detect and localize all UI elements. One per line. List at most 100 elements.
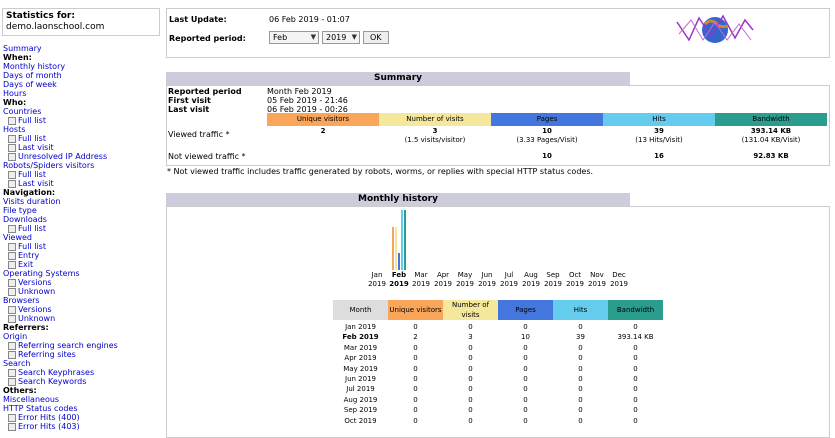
sidebar-item-label: Days of month (3, 71, 62, 80)
chart-bar (392, 227, 394, 270)
chevron-down-icon: ▼ (310, 33, 316, 41)
summary-title: Summary (166, 72, 630, 85)
not-viewed-value: 10 (542, 152, 552, 160)
sidebar-subitem-unknown[interactable]: Unknown (3, 314, 160, 323)
sidebar-subitem-last-visit[interactable]: Last visit (3, 143, 160, 152)
monthly-table-cell: Oct 2019 (344, 416, 377, 425)
monthly-table-cell: 0 (578, 323, 583, 331)
expand-box-icon (8, 242, 16, 251)
monthly-table-cell: 0 (633, 385, 638, 394)
sidebar-item-http-status-codes[interactable]: HTTP Status codes (3, 404, 160, 413)
sidebar-item-label: Full list (18, 170, 46, 179)
ok-button[interactable]: OK (363, 31, 389, 44)
sidebar-subitem-unresolved-ip-address[interactable]: Unresolved IP Address (3, 152, 160, 161)
sidebar-subitem-full-list[interactable]: Full list (3, 170, 160, 179)
sidebar-item-hosts[interactable]: Hosts (3, 125, 160, 134)
year-select[interactable]: 2019 ▼ (322, 31, 360, 44)
sidebar-item-browsers[interactable]: Browsers (3, 296, 160, 305)
monthly-table-cell: 0 (578, 375, 583, 383)
sidebar-subitem-versions[interactable]: Versions (3, 305, 160, 314)
sidebar-item-origin[interactable]: Origin (3, 332, 160, 341)
sidebar-subitem-full-list[interactable]: Full list (3, 242, 160, 251)
sidebar-item-days-of-week[interactable]: Days of week (3, 80, 160, 89)
sidebar-item-monthly-history[interactable]: Monthly history (3, 62, 160, 71)
sidebar-subitem-versions[interactable]: Versions (3, 278, 160, 287)
monthly-table-cell: 0 (468, 406, 473, 415)
sidebar-subitem-exit[interactable]: Exit (3, 260, 160, 269)
month-year: 2019 (544, 280, 562, 288)
monthly-history-panel: Jan 2019 Feb 2019 Mar 2019 Apr 2019 May 2019 Jun 20… (166, 206, 830, 438)
first-visit-value: 05 Feb 2019 - 21:46 (267, 96, 348, 105)
month-name: May (457, 271, 473, 279)
update-panel: Last Update: 06 Feb 2019 - 01:07 Reporte… (166, 8, 830, 58)
not-viewed-value: 92.83 KB (753, 152, 789, 160)
sidebar-subitem-search-keyphrases[interactable]: Search Keyphrases (3, 368, 160, 377)
sidebar-item-search[interactable]: Search (3, 359, 160, 368)
sidebar-subitem-error-hits-400[interactable]: Error Hits (400) (3, 413, 160, 422)
expand-box-icon (8, 116, 16, 125)
expand-box-icon (8, 287, 16, 296)
sidebar-item-summary[interactable]: Summary (3, 44, 160, 53)
month-year: 2019 (566, 280, 584, 288)
sidebar-item-label: Days of week (3, 80, 57, 89)
footnote: * Not viewed traffic includes traffic ge… (167, 167, 594, 176)
monthly-table-cell: 0 (523, 416, 528, 425)
monthly-header-cell: Bandwidth (608, 300, 663, 320)
sidebar-item-label: Unknown (18, 314, 56, 323)
chart-month-label: May 2019 (454, 271, 476, 289)
sidebar-item-label: Full list (18, 116, 46, 125)
sidebar-item-robots-spiders-visitors[interactable]: Robots/Spiders visitors (3, 161, 160, 170)
summary-header-visitors: Unique visitors (267, 113, 379, 126)
sidebar-item-visits-duration[interactable]: Visits duration (3, 197, 160, 206)
monthly-table-cell: 0 (633, 364, 638, 373)
viewed-value: 10 (542, 127, 552, 135)
monthly-header-cell: Month (333, 300, 388, 320)
sidebar-item-hours[interactable]: Hours (3, 89, 160, 98)
sidebar-subitem-unknown[interactable]: Unknown (3, 287, 160, 296)
summary-header-pages: Pages (491, 113, 603, 126)
sidebar-item-downloads[interactable]: Downloads (3, 215, 160, 224)
sidebar-item-label: Unknown (18, 287, 56, 296)
sidebar-item-miscellaneous[interactable]: Miscellaneous (3, 395, 160, 404)
sidebar-heading-others: Others: (3, 386, 160, 395)
monthly-table-cell: 0 (413, 406, 418, 415)
sidebar-subitem-full-list[interactable]: Full list (3, 224, 160, 233)
month-select[interactable]: Feb ▼ (269, 31, 319, 44)
sidebar-item-label: Referrers: (3, 323, 49, 332)
sidebar-item-operating-systems[interactable]: Operating Systems (3, 269, 160, 278)
sidebar-subitem-entry[interactable]: Entry (3, 251, 160, 260)
sidebar-subitem-full-list[interactable]: Full list (3, 134, 160, 143)
monthly-header-cell: Unique visitors (388, 300, 443, 320)
sidebar-subitem-error-hits-403[interactable]: Error Hits (403) (3, 422, 160, 431)
sidebar-item-viewed[interactable]: Viewed (3, 233, 160, 242)
monthly-table-cell: May 2019 (343, 364, 378, 373)
last-visit-label: Last visit (168, 105, 210, 114)
sidebar-subitem-referring-sites[interactable]: Referring sites (3, 350, 160, 359)
expand-box-icon (8, 143, 16, 152)
monthly-table-cell: Mar 2019 (343, 343, 378, 352)
sidebar-item-label: Exit (18, 260, 34, 269)
sidebar-subitem-referring-search-engines[interactable]: Referring search engines (3, 341, 160, 350)
expand-box-icon (8, 224, 16, 233)
sidebar-subitem-search-keywords[interactable]: Search Keywords (3, 377, 160, 386)
sidebar-item-label: Countries (3, 107, 42, 116)
monthly-table-cell: 0 (633, 375, 638, 383)
monthly-header-cell: Pages (498, 300, 553, 320)
expand-box-icon (8, 413, 16, 422)
viewed-sub-value: (1.5 visits/visitor) (404, 136, 466, 144)
viewed-value: 393.14 KB (750, 127, 792, 135)
sidebar-item-label: Error Hits (400) (18, 413, 80, 422)
monthly-table-cell: 0 (633, 354, 638, 363)
viewed-value: 39 (654, 127, 664, 135)
monthly-table-cell: 0 (578, 354, 583, 363)
sidebar-heading-navigation: Navigation: (3, 188, 160, 197)
monthly-table-cell: 393.14 KB (617, 333, 654, 342)
sidebar-item-days-of-month[interactable]: Days of month (3, 71, 160, 80)
sidebar-item-countries[interactable]: Countries (3, 107, 160, 116)
sidebar-subitem-full-list[interactable]: Full list (3, 116, 160, 125)
sidebar-subitem-last-visit[interactable]: Last visit (3, 179, 160, 188)
not-viewed-value: 16 (654, 152, 664, 160)
sidebar-item-file-type[interactable]: File type (3, 206, 160, 215)
monthly-table-cell: 0 (633, 323, 638, 331)
year-select-value: 2019 (326, 33, 347, 42)
